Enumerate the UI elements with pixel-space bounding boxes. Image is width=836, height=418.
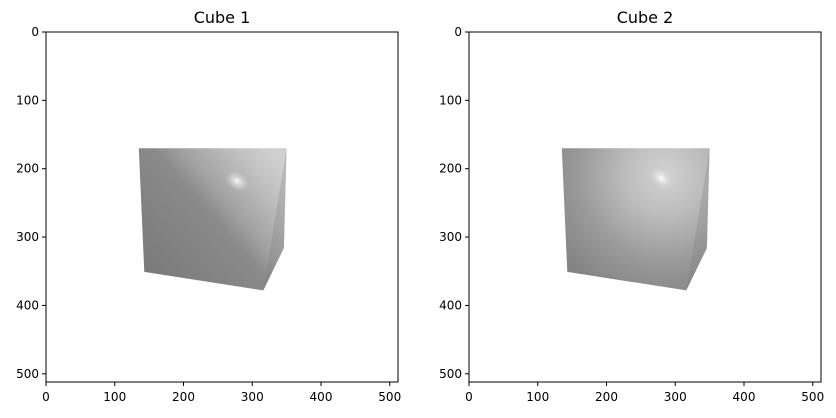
x-tick-label: 300 [664, 390, 687, 404]
y-tick-label: 500 [16, 367, 39, 381]
x-tick-label: 100 [103, 390, 126, 404]
axes-frame [468, 31, 822, 383]
x-tick-label: 100 [526, 390, 549, 404]
axes-frame [45, 31, 399, 383]
y-tick-label: 300 [16, 230, 39, 244]
x-tick-label: 500 [801, 390, 824, 404]
y-tick-label: 0 [454, 25, 462, 39]
y-tick-label: 0 [31, 25, 39, 39]
specular-highlight [225, 170, 249, 192]
y-tick-label: 400 [439, 298, 462, 312]
y-tick-label: 100 [439, 93, 462, 107]
subplot-title: Cube 2 [617, 8, 674, 27]
x-tick-label: 0 [465, 390, 473, 404]
x-tick-label: 400 [310, 390, 333, 404]
y-tick-label: 400 [16, 298, 39, 312]
subplot-title: Cube 1 [194, 8, 251, 27]
cube-side-face [686, 148, 710, 291]
x-tick-label: 200 [595, 390, 618, 404]
cube-shape [138, 148, 287, 291]
x-tick-label: 300 [241, 390, 264, 404]
cube-side-face [263, 148, 287, 291]
x-tick-label: 400 [733, 390, 756, 404]
y-tick-label: 500 [439, 367, 462, 381]
x-tick-label: 200 [172, 390, 195, 404]
cube-shape [561, 148, 710, 291]
specular-highlight [649, 167, 674, 189]
x-tick-label: 0 [42, 390, 50, 404]
y-tick-label: 300 [439, 230, 462, 244]
y-tick-label: 200 [16, 162, 39, 176]
x-tick-label: 500 [378, 390, 401, 404]
y-tick-label: 100 [16, 93, 39, 107]
y-tick-label: 200 [439, 162, 462, 176]
